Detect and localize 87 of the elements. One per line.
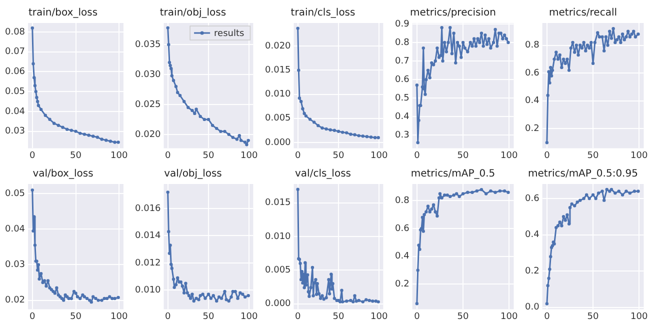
- y-tick-label: 0.4: [524, 230, 540, 240]
- y-tick-label: 0.04: [4, 106, 26, 117]
- x-tick-label: 0: [414, 150, 420, 161]
- x-tick-label: 50: [202, 312, 214, 322]
- x-tick-label: 100: [370, 312, 388, 322]
- x-tick-label: 100: [110, 312, 128, 322]
- x-tick-label: 100: [500, 150, 518, 161]
- x-tick-label: 50: [70, 312, 82, 322]
- y-tick-label: 0.015: [265, 66, 291, 76]
- x-tick-label: 100: [500, 312, 518, 322]
- y-tick-label: 0.016: [135, 204, 162, 214]
- x-tick-label: 0: [544, 312, 550, 322]
- y-tick-label: 0.015: [265, 198, 291, 208]
- x-tick-label: 100: [240, 312, 258, 322]
- x-tick-label: 0: [30, 312, 36, 322]
- y-tick-label: 0.010: [135, 285, 162, 296]
- y-tick-label: 0.5: [394, 93, 410, 104]
- y-tick-label: 0.04: [4, 224, 26, 235]
- y-tick-label: 0.035: [135, 40, 161, 50]
- x-tick-label: 100: [370, 150, 388, 161]
- x-tick-label: 50: [70, 150, 82, 161]
- x-tick-label: 100: [110, 150, 128, 161]
- x-tick-label: 50: [202, 150, 214, 161]
- y-tick-label: 0.3: [394, 130, 410, 141]
- y-tick-label: 0.08: [4, 27, 26, 38]
- chart-title: metrics/precision: [410, 8, 496, 19]
- y-tick-label: 0.9: [394, 19, 410, 30]
- y-tick-label: 0.005: [265, 266, 291, 276]
- x-tick-label: 100: [240, 150, 258, 161]
- x-tick-label: 50: [457, 150, 470, 161]
- x-tick-label: 50: [587, 312, 600, 322]
- y-tick-label: 0.05: [4, 86, 26, 97]
- y-tick-label: 0.4: [524, 96, 540, 106]
- chart-title: train/cls_loss: [290, 8, 356, 19]
- y-tick-label: 0.000: [265, 138, 292, 148]
- x-tick-label: 50: [457, 312, 470, 322]
- y-tick-label: 0.4: [394, 252, 410, 262]
- y-tick-label: 0.02: [4, 296, 26, 306]
- y-tick-label: 0.014: [135, 231, 162, 242]
- y-tick-label: 0.010: [265, 90, 292, 100]
- y-tick-label: 0.000: [265, 299, 292, 310]
- x-tick-label: 0: [164, 312, 171, 322]
- chart-title: val/box_loss: [32, 168, 94, 180]
- chart-title: train/box_loss: [28, 8, 98, 19]
- x-tick-label: 0: [30, 150, 36, 161]
- x-tick-label: 0: [294, 150, 301, 161]
- y-tick-label: 0.020: [265, 41, 292, 52]
- y-tick-label: 0.6: [524, 68, 540, 78]
- x-tick-label: 50: [332, 312, 344, 322]
- legend-label: results: [214, 28, 245, 39]
- x-tick-label: 100: [630, 312, 648, 322]
- y-tick-label: 0.03: [4, 260, 26, 270]
- x-tick-label: 0: [164, 150, 171, 161]
- y-tick-label: 0.6: [394, 74, 410, 85]
- chart-title: val/obj_loss: [164, 168, 222, 180]
- x-tick-label: 0: [294, 312, 301, 322]
- y-tick-label: 0.030: [135, 70, 162, 80]
- y-tick-label: 0.005: [265, 114, 291, 124]
- y-tick-label: 0.6: [394, 224, 410, 234]
- y-tick-label: 0.03: [4, 126, 26, 137]
- y-tick-label: 0.2: [524, 266, 540, 276]
- y-tick-label: 0.0: [524, 302, 540, 313]
- x-tick-label: 50: [587, 150, 600, 161]
- chart-title: metrics/mAP_0.5: [410, 168, 496, 180]
- y-tick-label: 0.7: [394, 56, 410, 66]
- y-tick-label: 0.07: [4, 47, 26, 58]
- x-tick-label: 50: [332, 150, 344, 161]
- x-tick-label: 0: [414, 312, 420, 322]
- y-tick-label: 0.012: [135, 258, 161, 268]
- y-tick-label: 0.2: [524, 124, 540, 134]
- y-tick-label: 0.010: [265, 232, 292, 242]
- y-tick-label: 0.05: [4, 188, 26, 199]
- y-tick-label: 0.4: [394, 112, 410, 122]
- y-tick-label: 0.025: [135, 100, 161, 110]
- x-tick-label: 0: [544, 150, 550, 161]
- y-tick-label: 0.8: [394, 196, 410, 206]
- chart-title: metrics/recall: [548, 8, 618, 19]
- chart-title: val/cls_loss: [295, 168, 351, 180]
- x-tick-label: 100: [630, 150, 648, 161]
- y-tick-label: 0.8: [524, 40, 540, 51]
- y-tick-label: 0.8: [394, 38, 410, 48]
- y-tick-label: 0.6: [524, 194, 540, 204]
- y-tick-label: 0.020: [135, 130, 162, 140]
- y-tick-label: 0.2: [394, 280, 410, 290]
- chart-title: train/obj_loss: [160, 8, 226, 19]
- chart-title: metrics/mAP_0.5:0.95: [528, 168, 638, 180]
- y-tick-label: 0.06: [4, 67, 26, 78]
